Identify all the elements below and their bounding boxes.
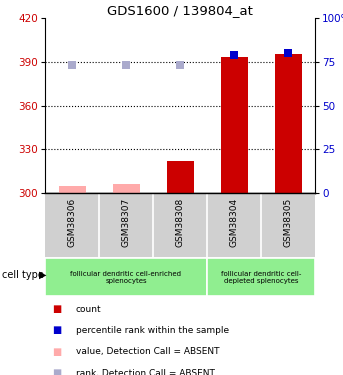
Text: follicular dendritic cell-
depleted splenocytes: follicular dendritic cell- depleted sple… [221, 270, 301, 284]
Text: value, Detection Call = ABSENT: value, Detection Call = ABSENT [76, 347, 220, 356]
Bar [166, 161, 193, 193]
Text: percentile rank within the sample: percentile rank within the sample [76, 326, 229, 335]
Text: GSM38306: GSM38306 [68, 198, 76, 248]
Bar [207, 258, 315, 296]
Text: follicular dendritic cell-enriched
splenocytes: follicular dendritic cell-enriched splen… [71, 270, 181, 284]
Bar [113, 184, 140, 193]
Text: rank, Detection Call = ABSENT: rank, Detection Call = ABSENT [76, 369, 215, 375]
Text: GSM38304: GSM38304 [229, 198, 238, 248]
Bar [221, 57, 248, 193]
Bar [59, 186, 85, 193]
Point [285, 50, 291, 56]
Title: GDS1600 / 139804_at: GDS1600 / 139804_at [107, 4, 253, 17]
Text: ■: ■ [52, 368, 61, 375]
Text: GSM38307: GSM38307 [121, 198, 130, 248]
Text: ▶: ▶ [39, 270, 47, 280]
Bar [274, 54, 301, 193]
Point [69, 62, 75, 68]
Text: ■: ■ [52, 326, 61, 336]
Point [177, 62, 183, 68]
Text: cell type: cell type [2, 270, 44, 280]
Point [123, 62, 129, 68]
Text: ■: ■ [52, 347, 61, 357]
Point [231, 52, 237, 58]
Text: ■: ■ [52, 304, 61, 314]
Text: GSM38308: GSM38308 [176, 198, 185, 248]
Text: count: count [76, 304, 102, 313]
Text: GSM38305: GSM38305 [284, 198, 293, 248]
Bar [45, 258, 207, 296]
